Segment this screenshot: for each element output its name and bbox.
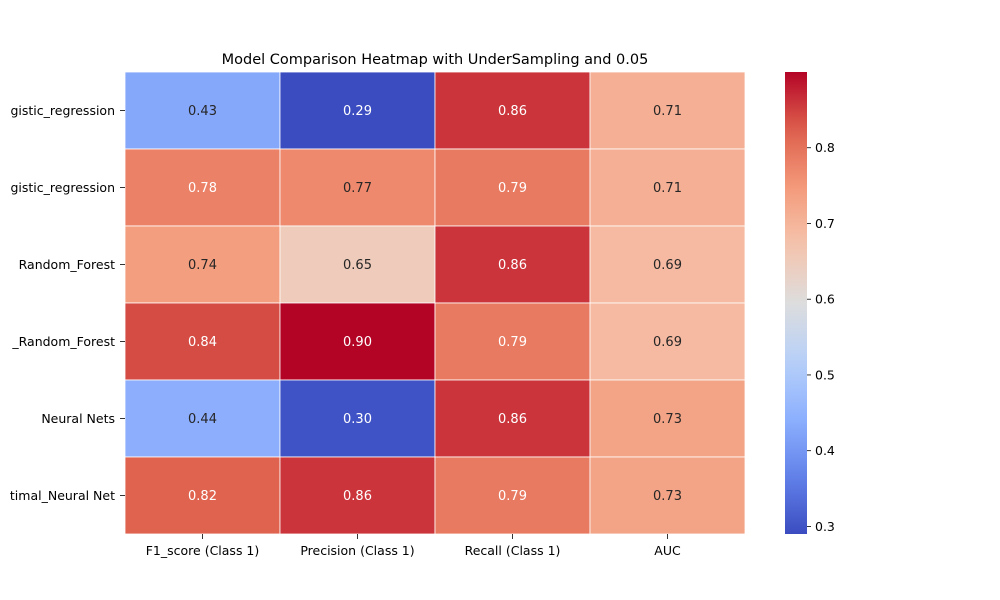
y-tick-label: timal_Neural Net xyxy=(10,488,115,503)
heatmap-cell xyxy=(124,148,281,227)
x-tick-label: Precision (Class 1) xyxy=(300,543,414,558)
heatmap-cell xyxy=(279,148,436,227)
heatmap-cell xyxy=(434,456,591,535)
heatmap-cell xyxy=(124,379,281,458)
colorbar-tick-label: 0.3 xyxy=(815,519,835,534)
heatmap-cell-labels: 0.43 0.29 0.86 0.71 0.78 0.77 0.79 0.71 0.74 0.65… xyxy=(188,104,682,504)
cell-value-label: 0.84 xyxy=(188,335,217,350)
heatmap-cell xyxy=(279,302,436,381)
cell-value-label: 0.29 xyxy=(343,104,372,119)
cell-value-label: 0.69 xyxy=(653,258,682,273)
cell-value-label: 0.71 xyxy=(653,104,682,119)
heatmap-cell xyxy=(589,379,746,458)
x-tick-label: Recall (Class 1) xyxy=(465,543,561,558)
cell-value-label: 0.86 xyxy=(498,258,527,273)
cell-value-label: 0.79 xyxy=(498,489,527,504)
cell-value-label: 0.77 xyxy=(343,181,372,196)
colorbar-tick-label: 0.7 xyxy=(815,216,835,231)
cell-value-label: 0.90 xyxy=(343,335,372,350)
x-tick-label: AUC xyxy=(654,543,681,558)
cell-value-label: 0.44 xyxy=(188,412,217,427)
cell-value-label: 0.30 xyxy=(343,412,372,427)
heatmap-cell xyxy=(589,456,746,535)
cell-value-label: 0.43 xyxy=(188,104,217,119)
colorbar-tick-label: 0.4 xyxy=(815,443,835,458)
colorbar-tick-label: 0.6 xyxy=(815,292,835,307)
cell-value-label: 0.71 xyxy=(653,181,682,196)
heatmap-cell xyxy=(434,71,591,150)
y-axis: gistic_regression gistic_regression Random… xyxy=(10,103,125,503)
cell-value-label: 0.65 xyxy=(343,258,372,273)
heatmap-cell xyxy=(589,225,746,304)
y-tick-label: _Random_Forest xyxy=(11,334,115,349)
cell-value-label: 0.86 xyxy=(498,104,527,119)
heatmap-cell xyxy=(124,71,281,150)
heatmap-cell xyxy=(434,379,591,458)
cell-value-label: 0.86 xyxy=(498,412,527,427)
heatmap-cell xyxy=(279,225,436,304)
y-tick-label: gistic_regression xyxy=(10,180,115,195)
cell-value-label: 0.82 xyxy=(188,489,217,504)
cell-value-label: 0.86 xyxy=(343,489,372,504)
cell-value-label: 0.74 xyxy=(188,258,217,273)
heatmap-cell xyxy=(589,302,746,381)
heatmap-cell xyxy=(279,379,436,458)
heatmap-cell xyxy=(124,302,281,381)
cell-value-label: 0.79 xyxy=(498,181,527,196)
heatmap-cell xyxy=(589,148,746,227)
colorbar-tick-label: 0.8 xyxy=(815,140,835,155)
heatmap-cell xyxy=(279,456,436,535)
cell-value-label: 0.69 xyxy=(653,335,682,350)
cell-value-label: 0.73 xyxy=(653,412,682,427)
heatmap-cell xyxy=(124,456,281,535)
y-tick-label: Random_Forest xyxy=(19,257,115,272)
x-tick-label: F1_score (Class 1) xyxy=(146,543,260,558)
heatmap-cell xyxy=(434,302,591,381)
colorbar: 0.3 0.4 0.5 0.6 0.7 0.8 xyxy=(785,72,835,534)
cell-value-label: 0.79 xyxy=(498,335,527,350)
chart-title: Model Comparison Heatmap with UnderSampl… xyxy=(222,52,649,68)
colorbar-gradient xyxy=(785,72,807,534)
heatmap-cell xyxy=(589,71,746,150)
heatmap-cells xyxy=(124,71,746,535)
heatmap-cell xyxy=(279,71,436,150)
y-tick-label: gistic_regression xyxy=(10,103,115,118)
x-axis: F1_score (Class 1) Precision (Class 1) Rec… xyxy=(146,534,681,558)
colorbar-tick-label: 0.5 xyxy=(815,367,835,382)
y-tick-label: Neural Nets xyxy=(41,411,115,426)
cell-value-label: 0.78 xyxy=(188,181,217,196)
cell-value-label: 0.73 xyxy=(653,489,682,504)
